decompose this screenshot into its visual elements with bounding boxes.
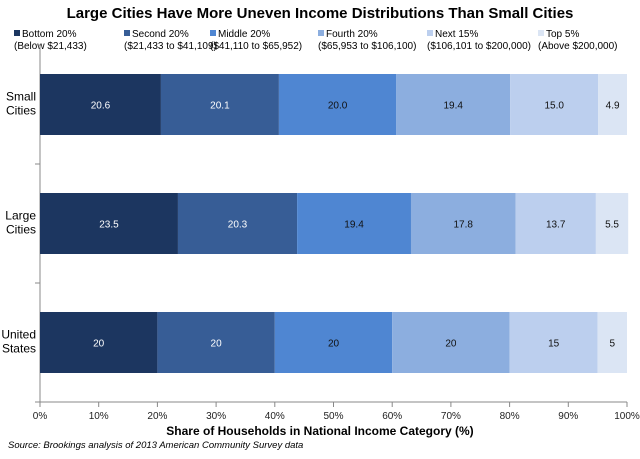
category-label: States	[2, 342, 36, 356]
data-label: 19.4	[444, 101, 464, 112]
legend-item: Next 15% ($106,101 to $200,000)	[427, 29, 531, 53]
legend-item: Top 5% (Above $200,000)	[538, 29, 618, 53]
bar-segment	[160, 74, 279, 135]
bar-segment	[515, 193, 596, 254]
x-tick-label: 10%	[89, 411, 109, 422]
bar-segment	[40, 74, 161, 135]
legend-range: ($106,101 to $200,000)	[427, 41, 531, 52]
source-note: Source: Brookings analysis of 2013 Ameri…	[8, 440, 304, 451]
data-label: 20.3	[228, 220, 248, 231]
x-axis-label: Share of Households in National Income C…	[166, 424, 474, 438]
data-label: 20.6	[91, 101, 111, 112]
bar-segment	[396, 74, 511, 135]
data-label: 17.8	[453, 220, 473, 231]
legend-label: Middle 20%	[218, 29, 271, 40]
legend-range: (Below $21,433)	[14, 41, 87, 52]
bar-segment	[157, 312, 275, 373]
x-tick-label: 60%	[382, 411, 402, 422]
bar-segment	[598, 74, 627, 135]
bar-segment	[392, 312, 510, 373]
x-tick-label: 100%	[614, 411, 640, 422]
bar-segment	[510, 74, 599, 135]
x-tick-label: 0%	[33, 411, 48, 422]
bar-segment	[274, 312, 393, 373]
data-label: 15	[548, 339, 560, 350]
data-label: 20.1	[210, 101, 230, 112]
category-label: Large	[5, 209, 36, 223]
legend-swatch	[427, 30, 433, 36]
legend-item: Bottom 20% (Below $21,433)	[14, 29, 87, 53]
bar-segment	[597, 312, 627, 373]
bar-segment	[40, 312, 158, 373]
legend-label: Next 15%	[435, 29, 479, 40]
data-label: 23.5	[99, 220, 119, 231]
data-label: 4.9	[606, 101, 620, 112]
bar-segment	[177, 193, 298, 254]
bar-segment	[278, 74, 397, 135]
legend-swatch	[210, 30, 216, 36]
data-label: 20	[445, 339, 457, 350]
legend-range: ($21,433 to $41,109)	[124, 41, 217, 52]
category-label: Small	[6, 90, 36, 104]
bar-segment	[595, 193, 629, 254]
legend-label: Fourth 20%	[326, 29, 378, 40]
data-label: 20	[211, 339, 223, 350]
legend-item: Middle 20% ($41,110 to $65,952)	[210, 29, 302, 53]
data-label: 20.0	[328, 101, 348, 112]
data-label: 5	[610, 339, 616, 350]
legend-swatch	[538, 30, 544, 36]
legend-swatch	[14, 30, 20, 36]
x-tick-label: 20%	[147, 411, 167, 422]
data-label: 5.5	[605, 220, 619, 231]
x-tick-label: 30%	[206, 411, 226, 422]
legend-item: Second 20% ($21,433 to $41,109)	[124, 29, 217, 53]
bar-segment	[410, 193, 516, 254]
bar-segment	[40, 193, 178, 254]
data-label: 13.7	[546, 220, 566, 231]
legend-swatch	[124, 30, 130, 36]
chart-title: Large Cities Have More Uneven Income Dis…	[66, 5, 574, 22]
data-label: 20	[328, 339, 340, 350]
legend-item: Fourth 20% ($65,953 to $106,100)	[318, 29, 416, 53]
category-label: Cities	[6, 223, 36, 237]
legend-swatch	[318, 30, 324, 36]
x-tick-label: 90%	[558, 411, 578, 422]
data-label: 15.0	[544, 101, 564, 112]
legend-label: Bottom 20%	[22, 29, 77, 40]
x-tick-label: 40%	[265, 411, 285, 422]
legend-range: ($65,953 to $106,100)	[318, 41, 417, 52]
category-label: Cities	[6, 104, 36, 118]
bar-segment	[297, 193, 411, 254]
data-label: 19.4	[344, 220, 364, 231]
data-label: 20	[93, 339, 105, 350]
x-tick-label: 80%	[500, 411, 520, 422]
legend-range: ($41,110 to $65,952)	[210, 41, 303, 52]
bar-segment	[509, 312, 598, 373]
legend-range: (Above $200,000)	[538, 41, 618, 52]
legend-label: Top 5%	[546, 29, 580, 40]
x-tick-label: 70%	[441, 411, 461, 422]
x-tick-label: 50%	[323, 411, 343, 422]
category-label: United	[1, 328, 36, 342]
legend-label: Second 20%	[132, 29, 189, 40]
